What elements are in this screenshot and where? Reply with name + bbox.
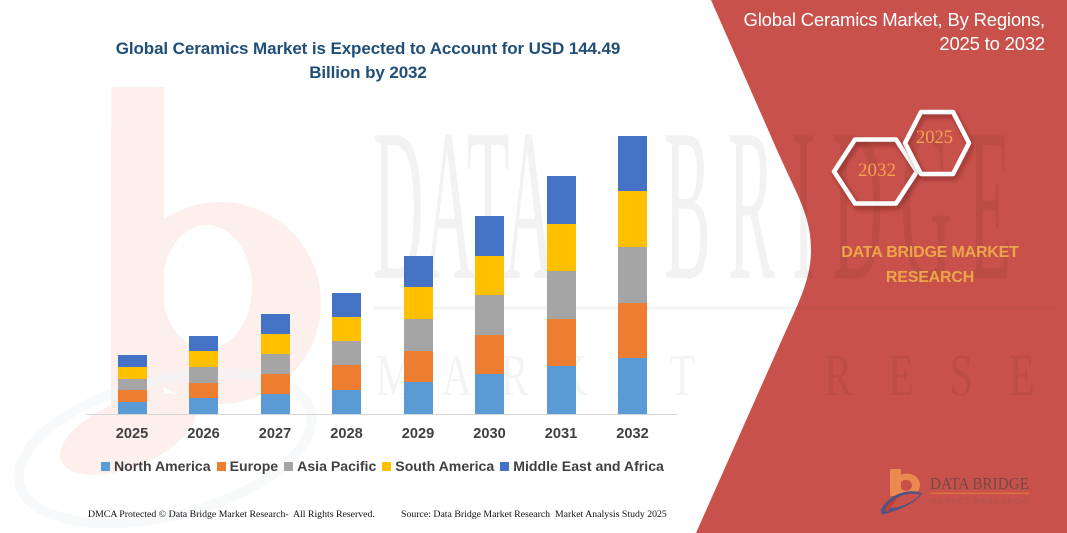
svg-text:DATA: DATA [373, 84, 555, 325]
svg-text:MARKET RESEARCH: MARKET RESEARCH [931, 497, 1030, 506]
svg-text:DATA BRIDGE: DATA BRIDGE [930, 474, 1029, 493]
svg-text:RESEARCH: RESEARCH [824, 343, 1067, 409]
